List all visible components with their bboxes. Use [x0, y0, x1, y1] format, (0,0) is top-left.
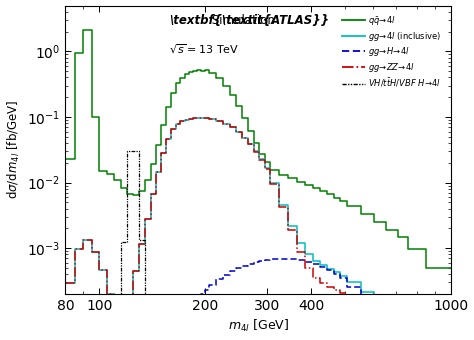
Legend: $q\bar{q}\!\rightarrow\!4l$, $gg\!\rightarrow\!4l$ (inclusive), $gg\!\rightarrow: $q\bar{q}\!\rightarrow\!4l$, $gg\!\right…	[340, 13, 443, 91]
X-axis label: $m_{4l}$ [GeV]: $m_{4l}$ [GeV]	[228, 318, 289, 335]
Text: Simulation: Simulation	[208, 14, 275, 27]
Y-axis label: d$\sigma$/d$m_{4l}$ [fb/GeV]: d$\sigma$/d$m_{4l}$ [fb/GeV]	[6, 100, 22, 200]
Text: $\sqrt{s}=13$ TeV: $\sqrt{s}=13$ TeV	[170, 43, 240, 56]
Text: \textbf{\textit{ATLAS}}: \textbf{\textit{ATLAS}}	[170, 14, 329, 27]
